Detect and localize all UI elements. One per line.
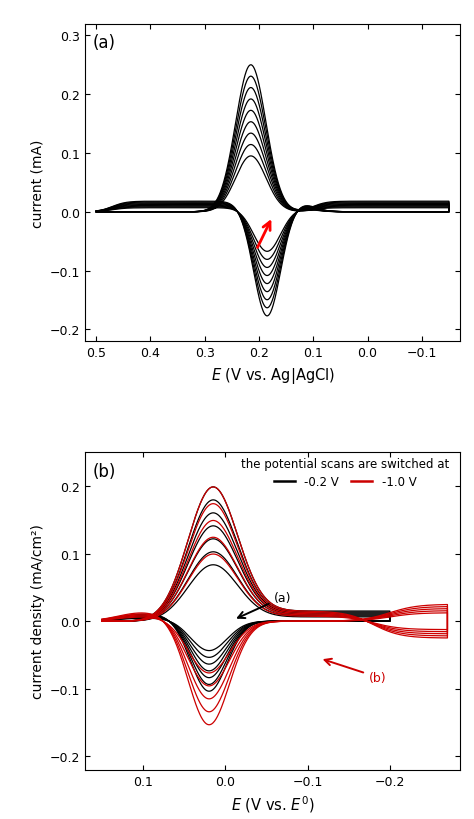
- Legend: -0.2 V, -1.0 V: -0.2 V, -1.0 V: [236, 452, 454, 494]
- Text: (b): (b): [325, 659, 386, 684]
- Text: (b): (b): [93, 462, 116, 480]
- Text: (a): (a): [93, 34, 116, 52]
- Y-axis label: current density (mA/cm²): current density (mA/cm²): [30, 524, 45, 699]
- X-axis label: $E$ (V vs. $E^0$): $E$ (V vs. $E^0$): [231, 794, 314, 814]
- Text: (a): (a): [238, 591, 292, 618]
- X-axis label: $E$ (V vs. Ag|AgCl): $E$ (V vs. Ag|AgCl): [210, 365, 335, 385]
- Y-axis label: current (mA): current (mA): [30, 139, 45, 228]
